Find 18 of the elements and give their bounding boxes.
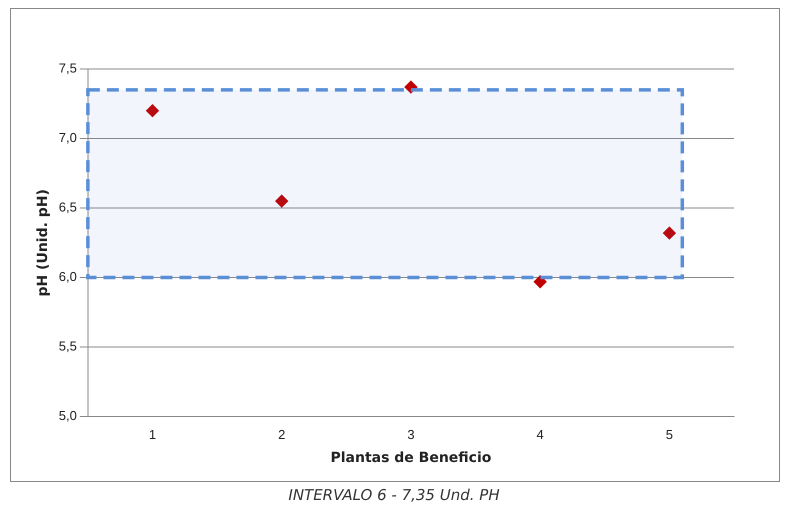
y-tick-label: 7,5 xyxy=(58,60,77,76)
y-tick-label: 6,0 xyxy=(58,269,77,284)
x-tick-label: 2 xyxy=(278,426,286,442)
point xyxy=(275,194,288,208)
x-tick-label: 1 xyxy=(148,426,156,442)
y-tick-label: 5,5 xyxy=(58,338,77,354)
y-tick-label: 6,5 xyxy=(58,200,77,215)
y-tick-label: 5,0 xyxy=(58,408,77,424)
point xyxy=(662,226,676,240)
point xyxy=(146,104,159,118)
x-axis-title: Plantas de Beneficio xyxy=(330,450,492,466)
text: INTERVALO 6 - 7,35 Und. PH xyxy=(287,486,501,504)
y-axis-title: pH (Unid. pH) xyxy=(35,189,52,297)
point xyxy=(534,275,547,288)
x-tick-label: 5 xyxy=(666,426,674,442)
y-tick-label: 7,0 xyxy=(58,130,77,146)
x-tick-label: 4 xyxy=(536,426,544,442)
x-tick-label: 3 xyxy=(407,426,415,442)
